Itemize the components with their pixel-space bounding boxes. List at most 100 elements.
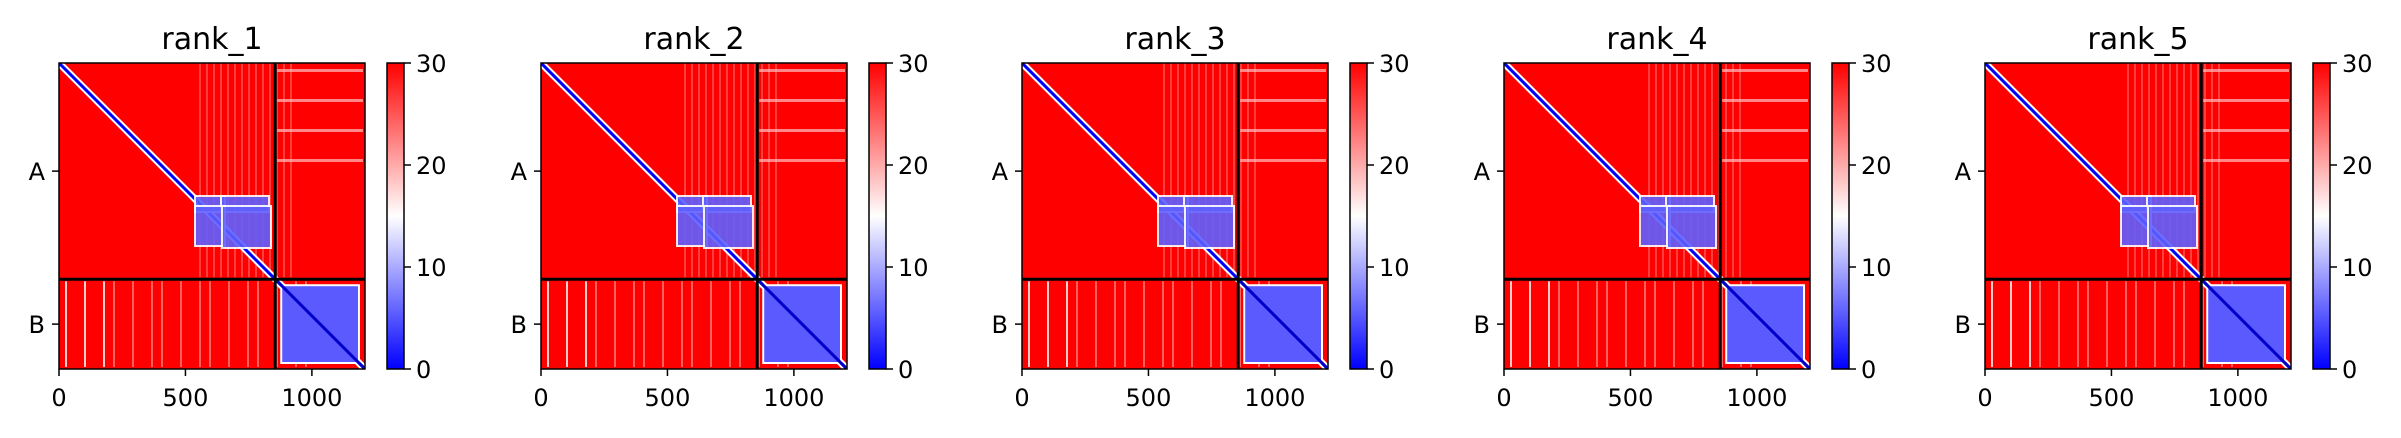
heatmap-streak	[1510, 281, 1512, 367]
heatmap-streak	[1529, 281, 1531, 367]
heatmap-streak	[2155, 63, 2157, 278]
heatmap-streak	[2125, 281, 2127, 367]
heatmap-streak	[1548, 281, 1550, 367]
heatmap-streak	[283, 63, 285, 278]
panel-rank_1: rank_1 0 500 1000 A B 0 10 20 30	[29, 22, 447, 412]
heatmap-streak	[719, 63, 721, 278]
heatmap	[541, 63, 847, 369]
heatmap-streak	[1606, 281, 1608, 367]
x-tick-label: 500	[1126, 384, 1172, 412]
heatmap-streak	[277, 99, 363, 102]
chart-title: rank_2	[643, 22, 744, 57]
panel-rank_3: rank_3 0 500 1000 A B 0 10 20 30	[992, 22, 1410, 412]
heatmap	[1985, 63, 2291, 369]
heatmap-streak	[2190, 63, 2192, 278]
heatmap-streak	[209, 281, 211, 367]
heatmap-streak	[1170, 63, 1172, 278]
x-tick-label: 0	[1496, 384, 1511, 412]
heatmap-streak	[241, 63, 243, 278]
heatmap-streak	[1722, 69, 1808, 72]
heatmap-streak	[1184, 63, 1186, 278]
heatmap-streak	[1991, 281, 1993, 367]
colorbar-frame	[1831, 62, 1850, 370]
heatmap-streak	[1654, 281, 1656, 367]
heatmap-streak	[199, 281, 201, 367]
colorbar-tick-label: 30	[1379, 50, 1410, 78]
heatmap-streak	[1704, 63, 1706, 278]
heatmap-diagonal	[1237, 278, 1328, 369]
heatmap-streak	[103, 281, 105, 367]
heatmap-streak	[1247, 63, 1249, 278]
heatmap-streak	[228, 281, 230, 367]
heatmap-streak	[1205, 63, 1207, 278]
colorbar-tick-label: 30	[416, 50, 447, 78]
colorbar-frame	[1349, 62, 1368, 370]
heatmap-streak	[2058, 281, 2060, 367]
x-tick-label: 0	[1977, 384, 1992, 412]
heatmap-streak	[754, 63, 756, 278]
heatmap-streak	[2127, 63, 2129, 278]
heatmap-domain-block	[194, 205, 226, 247]
heatmap-streak	[1655, 63, 1657, 278]
colorbar: 0 10 20 30	[386, 50, 447, 384]
heatmap-streak	[276, 63, 278, 278]
heatmap-streak	[1177, 63, 1179, 278]
heatmap-streak	[595, 281, 597, 367]
heatmap-streak	[1124, 281, 1126, 367]
colorbar-frame	[2312, 62, 2331, 370]
panel-rank_2: rank_2 0 500 1000 A B 0 10 20 30	[511, 22, 929, 412]
colorbar-tick-label: 20	[1861, 152, 1892, 180]
heatmap-streak	[1702, 281, 1704, 367]
heatmap-streak	[662, 281, 664, 367]
heatmap-streak	[733, 63, 735, 278]
heatmap-streak	[2183, 63, 2185, 278]
heatmap-streak	[643, 281, 645, 367]
axes-frame	[1021, 62, 1329, 370]
heatmap-diagonal	[274, 278, 365, 369]
heatmap-streak	[1028, 281, 1030, 367]
heatmap-streak	[2202, 281, 2204, 367]
heatmap-streak	[2211, 63, 2213, 278]
heatmap-streak	[726, 63, 728, 278]
heatmap-streak	[761, 63, 763, 278]
heatmap-streak	[1114, 281, 1116, 367]
heatmap-streak	[2203, 159, 2289, 162]
y-tick-label: B	[511, 311, 527, 339]
x-tick-label: 1000	[763, 384, 824, 412]
heatmap-streak	[2141, 63, 2143, 278]
heatmap-streak	[1076, 281, 1078, 367]
heatmap-streak	[758, 281, 760, 367]
heatmap-streak	[277, 69, 363, 72]
colorbar-tick-label: 20	[898, 152, 929, 180]
x-tick-label: 500	[645, 384, 691, 412]
colorbar-tick-label: 20	[2342, 152, 2373, 180]
heatmap-streak	[1219, 63, 1221, 278]
heatmap-streak	[277, 159, 363, 162]
heatmap-streak	[759, 99, 845, 102]
heatmap-streak	[2162, 63, 2164, 278]
colorbar-tick-label: 10	[898, 254, 929, 282]
heatmap-streak	[759, 69, 845, 72]
heatmap-streak	[547, 281, 549, 367]
x-tick-label: 0	[533, 384, 548, 412]
heatmap-streak	[1240, 159, 1326, 162]
heatmap-streak	[768, 63, 770, 278]
heatmap-streak	[262, 63, 264, 278]
colorbar-tick-label: 0	[898, 356, 913, 384]
heatmap-streak	[729, 281, 731, 367]
y-tick-label: B	[29, 311, 45, 339]
heatmap-streak	[132, 281, 134, 367]
colorbar-tick-label: 0	[2342, 356, 2357, 384]
heatmap-streak	[1673, 281, 1675, 367]
colorbar-gradient	[387, 63, 404, 369]
heatmap-streak	[1066, 281, 1068, 367]
heatmap-streak	[1648, 63, 1650, 278]
heatmap-streak	[1596, 281, 1598, 367]
heatmap-streak	[2039, 281, 2041, 367]
heatmap-streak	[1692, 281, 1694, 367]
heatmap-streak	[1690, 63, 1692, 278]
heatmap-streak	[1697, 63, 1699, 278]
colorbar-gradient	[869, 63, 886, 369]
heatmap-streak	[691, 281, 693, 367]
heatmap-streak	[633, 281, 635, 367]
